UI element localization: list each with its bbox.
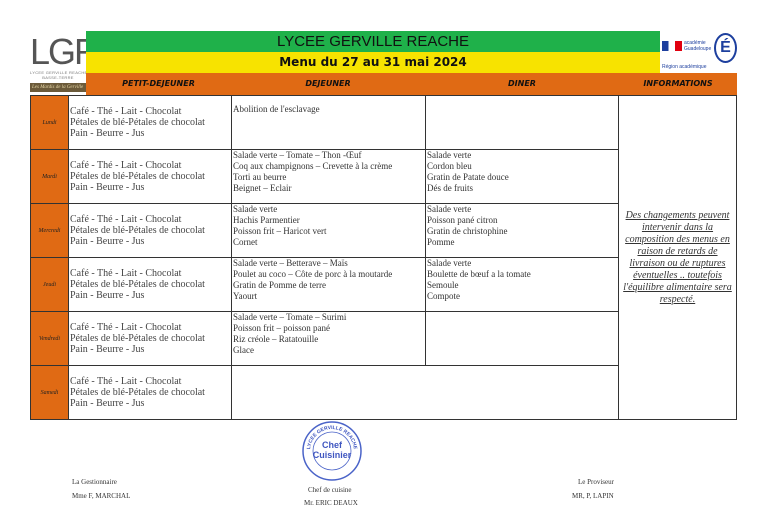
day-label-jeudi: Jeudi (30, 257, 69, 312)
academy-logo: académie Guadeloupe É Région académique (660, 31, 737, 73)
stamp-line1: Chef (322, 440, 342, 450)
diner-cell: Salade verte Poisson pané citron Gratin de… (425, 203, 619, 258)
dejeuner-cell: Salade verte Hachis Parmentier Poisson fri… (231, 203, 426, 258)
logo-city: BASSE-TERRE (42, 75, 74, 80)
diner-cell (425, 95, 619, 150)
proviseur-name: MR, P, LAPIN (572, 492, 614, 500)
menu-item: Café - Thé - Lait - Chocolat (70, 214, 182, 225)
stamp-center: Chef Cuisinier (302, 440, 362, 460)
menu-item: Salade verte – Tomate – Surimi (233, 312, 347, 322)
petit-dejeuner-cell: Café - Thé - Lait - Chocolat Pétales de b… (68, 365, 232, 420)
academy-e-icon: É (714, 33, 737, 63)
menu-item: Poisson pané citron (427, 215, 498, 225)
menu-item: Gratin de christophine (427, 226, 508, 236)
menu-item: Gratin de Pomme de terre (233, 280, 326, 290)
dejeuner-cell: Salade verte – Tomate – Thon -Œuf Coq aux… (231, 149, 426, 204)
logo-text: LGR (30, 31, 100, 72)
menu-item: Compote (427, 291, 460, 301)
proviseur-title: Le Proviseur (578, 478, 614, 486)
dejeuner-cell: Salade verte – Betterave – Maïs Poulet au… (231, 257, 426, 312)
day-label-mercredi: Mercredi (30, 203, 69, 258)
menu-item: Beignet – Eclair (233, 183, 292, 193)
menu-item: Pétales de blé-Pétales de chocolat (70, 117, 205, 128)
menu-item: Salade verte (233, 204, 278, 214)
menu-item: Pétales de blé-Pétales de chocolat (70, 225, 205, 236)
column-header-petit-dejeuner: PETIT-DEJEUNER (122, 79, 195, 88)
menu-item: Café - Thé - Lait - Chocolat (70, 322, 182, 333)
diner-cell (425, 311, 619, 366)
gestionnaire-name: Mme F, MARCHAL (72, 492, 131, 500)
day-label-mardi: Mardi (30, 149, 69, 204)
menu-item: Riz créole – Ratatouille (233, 334, 319, 344)
menu-item: Pain - Beurre - Jus (70, 236, 145, 247)
school-logo: LGR LYCEE GERVILLE REACHE BASSE-TERRE Le… (30, 31, 100, 96)
menu-item: Pomme (427, 237, 455, 247)
column-header-row: PETIT-DEJEUNER DEJEUNER DINER INFORMATIO… (86, 73, 737, 95)
samedi-empty-cell (231, 365, 619, 420)
academy-text: académie Guadeloupe (684, 40, 712, 52)
column-header-dejeuner: DEJEUNER (305, 79, 351, 88)
menu-item: Café - Thé - Lait - Chocolat (70, 106, 182, 117)
menu-item: Pain - Beurre - Jus (70, 290, 145, 301)
menu-item: Gratin de Patate douce (427, 172, 509, 182)
menu-item: Boulette de bœuf a la tomate (427, 269, 531, 279)
day-label-vendredi: Vendredi (30, 311, 69, 366)
academy-region: Région académique (662, 64, 707, 70)
chef-stamp: LYCEE GERVILLE REACHE Chef Cuisinier (302, 421, 362, 481)
menu-item: Pétales de blé-Pétales de chocolat (70, 333, 205, 344)
petit-dejeuner-cell: Café - Thé - Lait - Chocolat Pétales de b… (68, 311, 232, 366)
school-name-banner: LYCEE GERVILLE REACHE (86, 31, 660, 52)
gestionnaire-title: La Gestionnaire (72, 478, 117, 486)
menu-item: Yaourt (233, 291, 258, 301)
chef-title: Chef de cuisine (308, 486, 352, 494)
menu-item: Pétales de blé-Pétales de chocolat (70, 171, 205, 182)
menu-item: Dés de fruits (427, 183, 473, 193)
petit-dejeuner-cell: Café - Thé - Lait - Chocolat Pétales de b… (68, 203, 232, 258)
petit-dejeuner-cell: Café - Thé - Lait - Chocolat Pétales de b… (68, 149, 232, 204)
logo-subtitle: LYCEE GERVILLE REACHE (30, 70, 86, 75)
stamp-line2: Cuisinier (312, 450, 352, 460)
menu-item: Café - Thé - Lait - Chocolat (70, 268, 182, 279)
menu-item: Glace (233, 345, 254, 355)
menu-item: Cornet (233, 237, 258, 247)
petit-dejeuner-cell: Café - Thé - Lait - Chocolat Pétales de b… (68, 95, 232, 150)
menu-item: Abolition de l'esclavage (233, 104, 320, 114)
menu-item: Coq aux champignons – Crevette à la crèm… (233, 161, 393, 171)
menu-item: Cordon bleu (427, 161, 472, 171)
menu-item: Poulet au coco – Côte de porc à la mouta… (233, 269, 393, 279)
menu-item: Semoule (427, 280, 459, 290)
column-header-informations: INFORMATIONS (643, 79, 713, 88)
menu-item: Pétales de blé-Pétales de chocolat (70, 279, 205, 290)
chef-name: Mr. ERIC DEAUX (304, 499, 358, 507)
informations-note: Des changements peuvent intervenir dans … (618, 95, 737, 420)
diner-cell: Salade verte Cordon bleu Gratin de Patate … (425, 149, 619, 204)
menu-item: Café - Thé - Lait - Chocolat (70, 160, 182, 171)
menu-item: Salade verte – Tomate – Thon -Œuf (233, 150, 362, 160)
day-label-lundi: Lundi (30, 95, 69, 150)
menu-item: Pain - Beurre - Jus (70, 398, 145, 409)
dejeuner-cell: Salade verte – Tomate – Surimi Poisson fr… (231, 311, 426, 366)
menu-item: Salade verte (427, 258, 472, 268)
menu-item: Pain - Beurre - Jus (70, 128, 145, 139)
menu-item: Torti au beurre (233, 172, 287, 182)
menu-item: Salade verte (427, 150, 472, 160)
dejeuner-cell: Abolition de l'esclavage (231, 95, 426, 150)
menu-item: Hachis Parmentier (233, 215, 300, 225)
menu-item: Pétales de blé-Pétales de chocolat (70, 387, 205, 398)
menu-title: Menu du 27 au 31 mai 2024 (86, 52, 660, 73)
logo-strip: Les Mardis de la Gerville (30, 83, 86, 92)
menu-item: Salade verte (427, 204, 472, 214)
menu-item: Pain - Beurre - Jus (70, 344, 145, 355)
day-label-samedi: Samedi (30, 365, 69, 420)
diner-cell: Salade verte Boulette de bœuf a la tomate… (425, 257, 619, 312)
stamp-ring: LYCEE GERVILLE REACHE (302, 421, 362, 481)
menu-item: Salade verte – Betterave – Maïs (233, 258, 348, 268)
menu-item: Poisson frit – Haricot vert (233, 226, 327, 236)
column-header-diner: DINER (508, 79, 536, 88)
petit-dejeuner-cell: Café - Thé - Lait - Chocolat Pétales de b… (68, 257, 232, 312)
french-flag-icon (662, 41, 682, 51)
menu-item: Café - Thé - Lait - Chocolat (70, 376, 182, 387)
menu-item: Poisson frit – poisson pané (233, 323, 331, 333)
menu-item: Pain - Beurre - Jus (70, 182, 145, 193)
